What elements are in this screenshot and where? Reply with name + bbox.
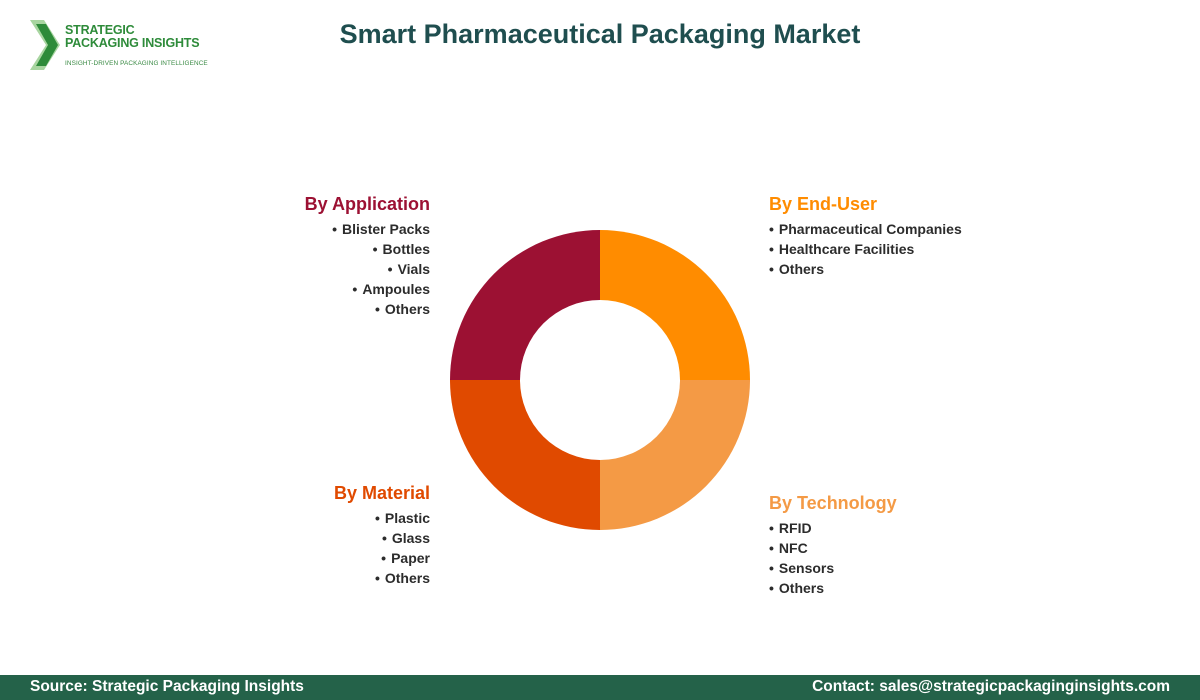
brand-logo: STRATEGIC PACKAGING INSIGHTS INSIGHT-DRI… <box>30 18 208 72</box>
segment-title-end-user: By End-User <box>769 194 878 214</box>
segment-item: Others <box>334 568 430 588</box>
footer-contact[interactable]: Contact: sales@strategicpackaginginsight… <box>812 678 1170 695</box>
segment-list-application: Blister Packs Bottles Vials Ampoules Oth… <box>305 219 430 319</box>
segment-item: Vials <box>305 259 430 279</box>
logo-chevron-icon <box>30 20 60 70</box>
segment-item: Paper <box>334 548 430 568</box>
segment-item: Others <box>769 259 962 279</box>
segment-item: Blister Packs <box>305 219 430 239</box>
segment-item: Bottles <box>305 239 430 259</box>
segment-by-material: By Material Plastic Glass Paper Others <box>334 482 430 588</box>
logo-text-line2: PACKAGING INSIGHTS <box>65 36 200 50</box>
segment-donut <box>450 230 750 530</box>
segment-item: Sensors <box>769 558 897 578</box>
segment-item: Glass <box>334 528 430 548</box>
segment-title-application: By Application <box>304 194 430 214</box>
segment-list-end-user: Pharmaceutical Companies Healthcare Faci… <box>769 219 962 279</box>
segment-title-material: By Material <box>333 483 430 503</box>
footer-source: Source: Strategic Packaging Insights <box>30 678 304 695</box>
segment-item: Others <box>305 299 430 319</box>
segment-item: RFID <box>769 518 897 538</box>
logo-text-line1: STRATEGIC <box>65 23 135 37</box>
segment-by-end-user: By End-User Pharmaceutical Companies Hea… <box>769 193 962 279</box>
segment-list-technology: RFID NFC Sensors Others <box>769 518 897 598</box>
footer-bar: Source: Strategic Packaging Insights Con… <box>0 675 1200 700</box>
segment-by-application: By Application Blister Packs Bottles Via… <box>305 193 430 319</box>
logo-tagline: INSIGHT-DRIVEN PACKAGING INTELLIGENCE <box>65 60 208 67</box>
segment-item: Healthcare Facilities <box>769 239 962 259</box>
segment-item: Plastic <box>334 508 430 528</box>
donut-hole <box>520 300 680 460</box>
page-title: Smart Pharmaceutical Packaging Market <box>339 19 861 49</box>
segment-title-technology: By Technology <box>769 493 897 513</box>
segment-item: NFC <box>769 538 897 558</box>
segment-by-technology: By Technology RFID NFC Sensors Others <box>769 492 897 598</box>
segment-list-material: Plastic Glass Paper Others <box>334 508 430 588</box>
segment-item: Ampoules <box>305 279 430 299</box>
segment-item: Pharmaceutical Companies <box>769 219 962 239</box>
segment-item: Others <box>769 578 897 598</box>
